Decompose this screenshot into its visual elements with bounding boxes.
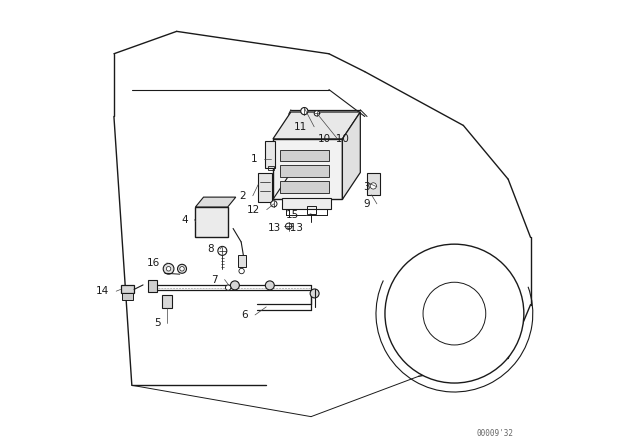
- Circle shape: [180, 267, 184, 271]
- Text: -10: -10: [333, 134, 349, 144]
- Circle shape: [385, 244, 524, 383]
- Circle shape: [230, 281, 239, 290]
- Circle shape: [239, 268, 244, 274]
- Bar: [163, 295, 172, 308]
- Text: 1: 1: [251, 154, 257, 164]
- Bar: [269, 166, 274, 170]
- Text: 3: 3: [364, 182, 370, 192]
- Text: 4: 4: [181, 215, 188, 224]
- Circle shape: [166, 267, 171, 271]
- Text: 8: 8: [207, 244, 213, 254]
- Circle shape: [423, 282, 486, 345]
- Bar: [148, 280, 157, 292]
- Text: 15: 15: [286, 211, 300, 220]
- Circle shape: [177, 264, 186, 273]
- Text: 16: 16: [147, 258, 160, 268]
- Bar: [258, 173, 271, 202]
- Bar: [280, 181, 329, 193]
- Text: -13: -13: [287, 224, 303, 233]
- Text: 14: 14: [96, 286, 109, 296]
- Bar: [195, 207, 228, 237]
- Text: 12: 12: [246, 205, 260, 215]
- Circle shape: [314, 111, 319, 116]
- Text: 5: 5: [154, 318, 161, 327]
- Bar: [237, 255, 246, 267]
- Bar: [265, 141, 275, 168]
- Text: 00009'32: 00009'32: [476, 429, 513, 438]
- Circle shape: [285, 223, 292, 229]
- Bar: [307, 206, 316, 214]
- Bar: [273, 139, 342, 199]
- Circle shape: [271, 201, 277, 207]
- Circle shape: [301, 108, 308, 115]
- Circle shape: [370, 183, 376, 189]
- Bar: [282, 198, 332, 209]
- Text: 10: 10: [317, 134, 331, 144]
- Bar: [122, 293, 132, 300]
- Circle shape: [218, 246, 227, 255]
- Bar: [280, 165, 329, 177]
- Polygon shape: [273, 112, 360, 139]
- Circle shape: [163, 263, 174, 274]
- Bar: [121, 285, 134, 293]
- Circle shape: [310, 289, 319, 298]
- Bar: [367, 173, 380, 195]
- Text: 6: 6: [242, 310, 248, 320]
- Text: 2: 2: [239, 191, 246, 201]
- Polygon shape: [342, 112, 360, 199]
- Text: 7: 7: [211, 275, 218, 284]
- Text: 13: 13: [268, 224, 280, 233]
- Circle shape: [266, 281, 275, 290]
- Circle shape: [225, 285, 231, 290]
- Text: 9: 9: [364, 199, 370, 209]
- Polygon shape: [195, 197, 236, 207]
- Bar: [280, 150, 329, 161]
- Text: 11: 11: [294, 122, 307, 132]
